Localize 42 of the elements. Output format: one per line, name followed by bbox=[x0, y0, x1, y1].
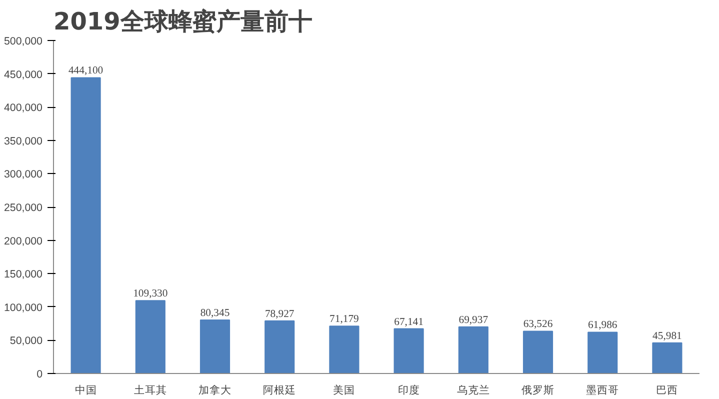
bar bbox=[264, 320, 295, 374]
data-label: 69,937 bbox=[458, 314, 489, 326]
bar bbox=[588, 332, 618, 374]
x-tick-label: 墨西哥 bbox=[586, 384, 620, 396]
bar bbox=[329, 326, 360, 374]
data-label: 71,179 bbox=[330, 314, 359, 326]
y-tick-label: 250,000 bbox=[4, 202, 43, 214]
x-tick-label: 巴西 bbox=[656, 384, 678, 396]
bar bbox=[522, 330, 554, 374]
data-label: 78,927 bbox=[264, 308, 295, 320]
x-tick-label: 中国 bbox=[74, 384, 97, 396]
y-tick-label: 350,000 bbox=[4, 135, 43, 148]
y-tick-label: 0 bbox=[36, 368, 43, 380]
y-tick-label: 300,000 bbox=[4, 168, 43, 181]
data-label: 63,526 bbox=[523, 319, 554, 330]
y-tick-label: 450,000 bbox=[4, 68, 43, 81]
x-tick-label: 美国 bbox=[333, 384, 356, 396]
bar bbox=[70, 77, 101, 374]
y-tick-label: 100,000 bbox=[4, 302, 43, 314]
data-label: 67,141 bbox=[394, 316, 424, 328]
x-tick-label: 印度 bbox=[398, 384, 420, 396]
x-tick-label: 阿根廷 bbox=[263, 384, 296, 396]
data-label: 61,986 bbox=[588, 320, 618, 332]
x-tick-label: 乌克兰 bbox=[456, 384, 490, 396]
y-tick-label: 200,000 bbox=[4, 235, 43, 248]
bar bbox=[200, 319, 230, 374]
y-tick-label: 500,000 bbox=[4, 36, 43, 48]
x-tick-label: 土耳其 bbox=[134, 384, 167, 396]
x-tick-label: 加拿大 bbox=[198, 384, 232, 396]
bar bbox=[135, 300, 166, 374]
y-tick-label: 150,000 bbox=[4, 268, 43, 281]
y-tick-label: 50,000 bbox=[10, 335, 43, 348]
bar bbox=[458, 326, 488, 374]
data-label: 444,100 bbox=[68, 66, 104, 77]
bar bbox=[394, 328, 424, 374]
bar bbox=[652, 342, 682, 374]
x-tick-label: 俄罗斯 bbox=[522, 384, 554, 396]
data-label: 45,981 bbox=[652, 330, 682, 342]
chart-title: 2019全球蜂蜜产量前十 bbox=[54, 8, 312, 36]
data-label: 109,330 bbox=[133, 288, 168, 300]
y-tick-label: 400,000 bbox=[4, 102, 43, 114]
data-label: 80,345 bbox=[200, 308, 230, 319]
